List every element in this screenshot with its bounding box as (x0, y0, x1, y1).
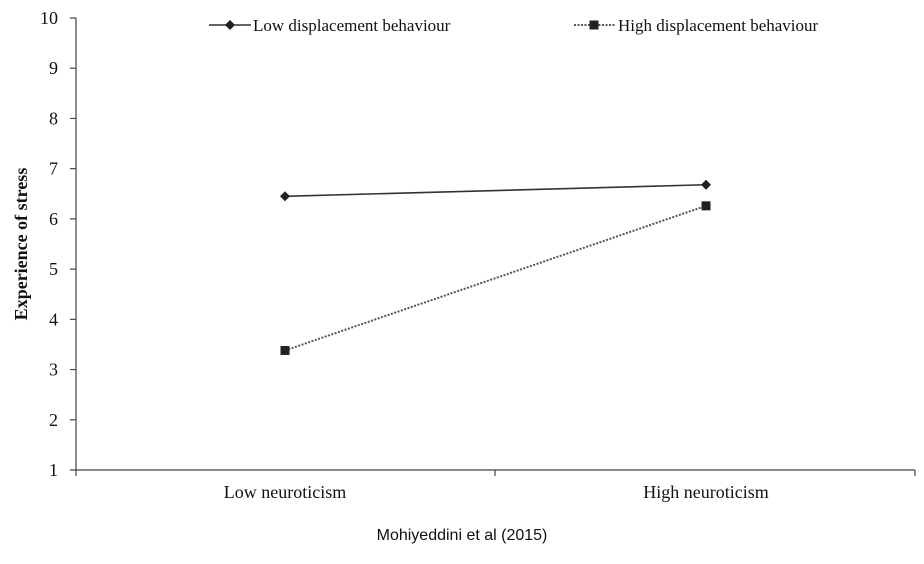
legend: Low displacement behaviour High displacem… (209, 16, 819, 35)
y-tick-label: 3 (49, 360, 58, 380)
x-axis: Low neuroticism High neuroticism (75, 469, 916, 502)
source-caption: Mohiyeddini et al (2015) (376, 527, 548, 544)
chart: 1 2 3 4 5 6 7 8 9 10 Low neuroticism High neurotic… (11, 8, 916, 502)
y-axis-label: Experience of stress (11, 168, 31, 321)
series-2 (280, 201, 711, 355)
series-layer (280, 179, 711, 355)
y-tick-label: 2 (49, 410, 58, 430)
y-tick-label: 9 (49, 58, 58, 78)
y-tick-label: 10 (40, 8, 58, 28)
series-line (284, 183, 707, 198)
data-point (701, 201, 711, 211)
legend-item: High displacement behaviour (574, 16, 819, 35)
x-tick-label: Low neuroticism (224, 482, 346, 502)
data-point (701, 179, 711, 190)
legend-marker (589, 20, 599, 30)
legend-label: Low displacement behaviour (253, 16, 451, 35)
y-tick-label: 8 (49, 108, 58, 128)
legend-marker (225, 20, 235, 30)
series-line (284, 204, 707, 352)
y-tick-label: 4 (49, 309, 58, 329)
data-point (280, 345, 290, 355)
series-1 (280, 179, 711, 202)
y-tick-label: 6 (49, 209, 58, 229)
legend-label: High displacement behaviour (618, 16, 819, 35)
x-tick-label: High neuroticism (643, 482, 768, 502)
y-axis: 1 2 3 4 5 6 7 8 9 10 (40, 8, 77, 480)
data-point (280, 191, 290, 202)
legend-item: Low displacement behaviour (209, 16, 451, 35)
y-tick-label: 7 (49, 159, 58, 179)
y-tick-label: 5 (49, 259, 58, 279)
y-tick-label: 1 (49, 460, 58, 480)
